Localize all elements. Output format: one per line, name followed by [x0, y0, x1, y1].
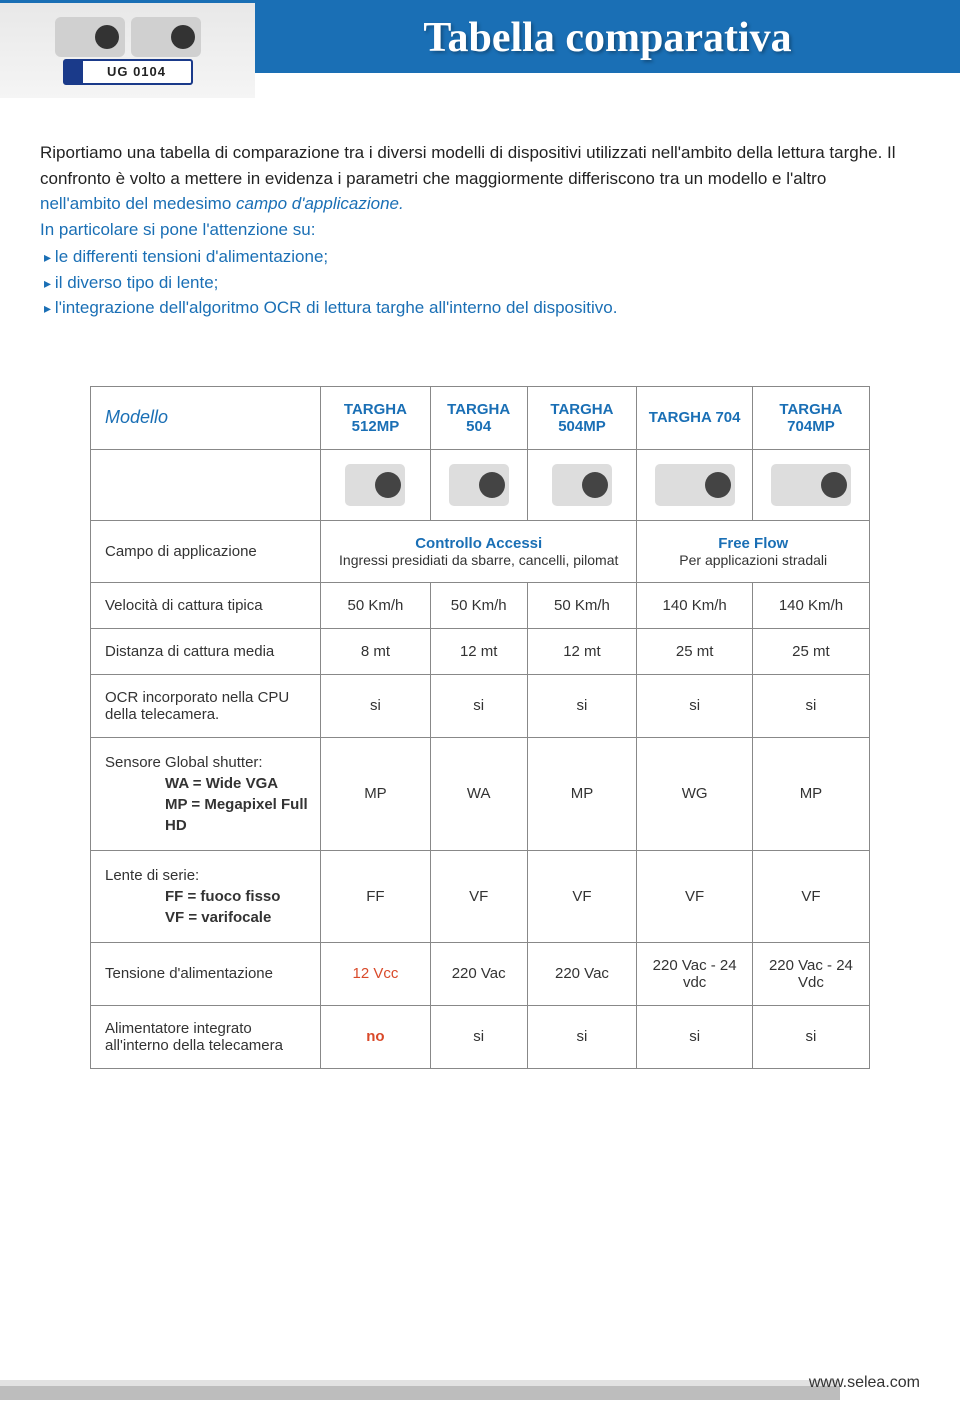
cell: MP [527, 737, 637, 850]
cell: 50 Km/h [430, 582, 527, 628]
app-left-sub: Ingressi presidiati da sbarre, cancelli,… [329, 552, 628, 568]
camera-thumb [752, 449, 869, 520]
app-group-right: Free Flow Per applicazioni stradali [637, 520, 870, 582]
sensor-l1: Sensore Global shutter: [105, 754, 263, 771]
intro-text-3: campo d'applicazione. [236, 194, 404, 213]
lens-l2: FF = fuoco fisso [165, 888, 280, 905]
cell: WG [637, 737, 752, 850]
cell: VF [752, 850, 869, 942]
cell: 220 Vac - 24 Vdc [752, 942, 869, 1005]
cell: 12 mt [430, 628, 527, 674]
cell: si [637, 674, 752, 737]
table-row: OCR incorporato nella CPU della telecame… [91, 674, 870, 737]
page-title: Tabella comparativa [255, 3, 960, 73]
plate-text: UG 0104 [83, 64, 191, 79]
row-label: Velocità di cattura tipica [91, 582, 321, 628]
cell: si [321, 674, 431, 737]
table-row: Distanza di cattura media 8 mt 12 mt 12 … [91, 628, 870, 674]
app-right-sub: Per applicazioni stradali [645, 552, 861, 568]
table-row-sensor: Sensore Global shutter: WA = Wide VGA MP… [91, 737, 870, 850]
empty-cell [91, 449, 321, 520]
row-label: Lente di serie: FF = fuoco fisso VF = va… [91, 850, 321, 942]
app-group-left: Controllo Accessi Ingressi presidiati da… [321, 520, 637, 582]
license-plate-graphic: UG 0104 [63, 59, 193, 85]
cell: 220 Vac - 24 vdc [637, 942, 752, 1005]
col-header: TARGHA 704MP [752, 386, 869, 449]
camera-icon [55, 17, 125, 57]
cell: 50 Km/h [321, 582, 431, 628]
lens-l1: Lente di serie: [105, 867, 199, 884]
cell: 12 mt [527, 628, 637, 674]
camera-thumb [321, 449, 431, 520]
cell: VF [637, 850, 752, 942]
cell: 220 Vac [430, 942, 527, 1005]
model-header: Modello [105, 407, 168, 427]
sensor-l3: MP = Megapixel Full HD [165, 796, 308, 834]
comparison-table-wrapper: Modello TARGHA 512MP TARGHA 504 TARGHA 5… [90, 386, 870, 1069]
cell: FF [321, 850, 431, 942]
col-header: TARGHA 512MP [321, 386, 431, 449]
camera-thumb [430, 449, 527, 520]
cell: WA [430, 737, 527, 850]
sensor-l2: WA = Wide VGA [165, 775, 278, 792]
row-label: Tensione d'alimentazione [91, 942, 321, 1005]
table-row-application: Campo di applicazione Controllo Accessi … [91, 520, 870, 582]
table-row-power: Tensione d'alimentazione 12 Vcc 220 Vac … [91, 942, 870, 1005]
footer-decoration [0, 1386, 840, 1400]
intro-text-1: Riportiamo una tabella di comparazione t… [40, 143, 896, 188]
cell: VF [430, 850, 527, 942]
cell: 25 mt [637, 628, 752, 674]
intro-bullet-list: le differenti tensioni d'alimentazione; … [40, 244, 910, 321]
cell: 8 mt [321, 628, 431, 674]
cell: 140 Km/h [752, 582, 869, 628]
intro-bullet: le differenti tensioni d'alimentazione; [44, 244, 910, 270]
cell: si [527, 1005, 637, 1068]
cell: si [752, 674, 869, 737]
row-label: Campo di applicazione [91, 520, 321, 582]
app-left-title: Controllo Accessi [329, 535, 628, 552]
col-header: TARGHA 704 [637, 386, 752, 449]
cell: 50 Km/h [527, 582, 637, 628]
row-label: OCR incorporato nella CPU della telecame… [91, 674, 321, 737]
cell: 220 Vac [527, 942, 637, 1005]
header-product-image: UG 0104 [0, 3, 255, 98]
lens-l3: VF = varifocale [165, 909, 271, 926]
camera-thumb [637, 449, 752, 520]
row-label: Sensore Global shutter: WA = Wide VGA MP… [91, 737, 321, 850]
table-row-psu: Alimentatore integrato all'interno della… [91, 1005, 870, 1068]
cell: si [430, 674, 527, 737]
cell: 140 Km/h [637, 582, 752, 628]
intro-text-2: nell'ambito del medesimo [40, 194, 236, 213]
cell: si [527, 674, 637, 737]
cell: si [430, 1005, 527, 1068]
comparison-table: Modello TARGHA 512MP TARGHA 504 TARGHA 5… [90, 386, 870, 1069]
page-header: UG 0104 Tabella comparativa [0, 0, 960, 100]
intro-paragraph: Riportiamo una tabella di comparazione t… [0, 100, 960, 351]
footer-url: www.selea.com [809, 1374, 920, 1392]
cell: si [752, 1005, 869, 1068]
cell: MP [752, 737, 869, 850]
col-header: TARGHA 504 [430, 386, 527, 449]
intro-bullet: l'integrazione dell'algoritmo OCR di let… [44, 295, 910, 321]
table-row-lens: Lente di serie: FF = fuoco fisso VF = va… [91, 850, 870, 942]
cell: 25 mt [752, 628, 869, 674]
app-right-title: Free Flow [645, 535, 861, 552]
cell: MP [321, 737, 431, 850]
cell: si [637, 1005, 752, 1068]
intro-bullet: il diverso tipo di lente; [44, 270, 910, 296]
row-label: Distanza di cattura media [91, 628, 321, 674]
cell: VF [527, 850, 637, 942]
intro-line2: In particolare si pone l'attenzione su: [40, 217, 910, 243]
cell: 12 Vcc [321, 942, 431, 1005]
col-header: TARGHA 504MP [527, 386, 637, 449]
table-row: Velocità di cattura tipica 50 Km/h 50 Km… [91, 582, 870, 628]
camera-thumb [527, 449, 637, 520]
cell: no [321, 1005, 431, 1068]
row-label: Alimentatore integrato all'interno della… [91, 1005, 321, 1068]
camera-icon [131, 17, 201, 57]
